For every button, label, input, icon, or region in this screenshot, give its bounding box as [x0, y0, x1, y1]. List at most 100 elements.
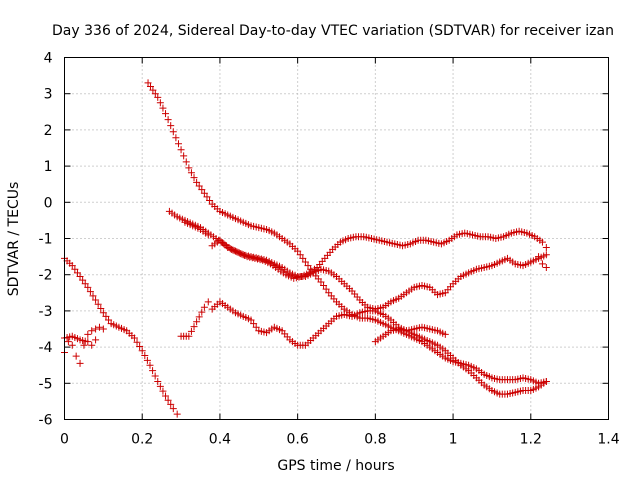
data-point: [149, 367, 157, 375]
data-point: [169, 405, 177, 413]
data-point: [81, 280, 89, 288]
data-point: [92, 336, 100, 344]
data-point: [195, 313, 203, 321]
data-point: [304, 262, 312, 270]
data-point: [92, 325, 100, 333]
data-point: [151, 372, 159, 380]
data-point: [149, 86, 157, 94]
data-point: [173, 410, 181, 418]
data-point: [538, 238, 546, 246]
data-point: [68, 341, 76, 349]
data-point: [146, 82, 154, 90]
data-point: [154, 377, 162, 385]
data-point: [164, 396, 172, 404]
data-point: [198, 186, 206, 194]
data-point: [203, 193, 211, 201]
data-point: [84, 283, 92, 291]
data-point: [71, 265, 79, 273]
x-tick-label: 0.2: [131, 432, 153, 448]
x-axis-label: GPS time / hours: [277, 458, 394, 474]
data-point: [247, 316, 255, 324]
data-point: [162, 110, 170, 118]
data-point: [97, 304, 105, 312]
data-point: [72, 352, 80, 360]
data-point: [185, 332, 193, 340]
data-point: [141, 352, 149, 360]
x-tick-label: 0.4: [209, 432, 231, 448]
y-tick-label: 2: [44, 123, 53, 139]
data-points: [61, 79, 550, 418]
data-point: [441, 330, 449, 338]
grid-lines: [64, 57, 609, 420]
data-point: [151, 90, 159, 98]
data-point: [159, 387, 167, 395]
data-point: [193, 318, 201, 326]
data-point: [172, 134, 180, 142]
x-tick-labels: 0 0.2 0.4 0.6 0.8 1 1.2 1.4: [60, 432, 620, 448]
series-track-i: [535, 253, 550, 271]
data-point: [144, 79, 152, 87]
data-point: [180, 152, 188, 160]
data-point: [156, 99, 164, 107]
chart-title: Day 336 of 2024, Sidereal Day-to-day VTE…: [52, 23, 614, 39]
data-point: [542, 263, 550, 271]
y-axis-label: SDTVAR / TECUs: [6, 182, 22, 297]
y-tick-label: -2: [39, 268, 53, 284]
data-point: [185, 164, 193, 172]
data-point: [99, 325, 107, 333]
data-point: [143, 356, 151, 364]
data-point: [154, 93, 162, 101]
data-point: [167, 400, 175, 408]
y-tick-label: -1: [39, 232, 53, 248]
data-point: [193, 178, 201, 186]
data-point: [301, 258, 309, 266]
data-point: [138, 347, 146, 355]
data-point: [162, 392, 170, 400]
data-point: [79, 276, 87, 284]
data-point: [317, 278, 325, 286]
data-point: [95, 323, 103, 331]
data-point: [198, 308, 206, 316]
data-point: [187, 327, 195, 335]
data-point: [250, 320, 258, 328]
series-track-d: [144, 79, 550, 387]
data-point: [76, 359, 84, 367]
data-point: [146, 361, 154, 369]
y-tick-label: 4: [44, 51, 53, 67]
series-track-f: [177, 298, 550, 398]
data-point: [94, 300, 102, 308]
x-tick-label: 0: [60, 432, 69, 448]
y-tick-label: 3: [44, 87, 53, 103]
data-point: [542, 244, 550, 252]
y-tick-label: -4: [39, 340, 53, 356]
data-point: [322, 285, 330, 293]
data-point: [130, 334, 138, 342]
data-point: [164, 116, 172, 124]
data-point: [84, 330, 92, 338]
data-point: [200, 189, 208, 197]
data-point: [88, 327, 96, 335]
data-point: [136, 342, 144, 350]
data-point: [182, 158, 190, 166]
data-point: [105, 316, 113, 324]
x-tick-label: 0.8: [364, 432, 386, 448]
data-point: [195, 182, 203, 190]
data-point: [206, 196, 214, 204]
data-point: [84, 338, 92, 346]
y-tick-label: -3: [39, 304, 53, 320]
data-point: [102, 312, 110, 320]
series-track-a: [61, 254, 181, 418]
data-point: [88, 341, 96, 349]
data-point: [76, 273, 84, 281]
data-point: [190, 174, 198, 182]
data-point: [204, 298, 212, 306]
data-point: [296, 251, 304, 259]
series-track-h: [371, 323, 449, 346]
data-point: [133, 338, 141, 346]
y-tick-labels: -6 -5 -4 -3 -2 -1 0 1 2 3 4: [39, 51, 53, 429]
data-point: [156, 382, 164, 390]
data-point: [89, 292, 97, 300]
data-point: [200, 303, 208, 311]
data-point: [190, 323, 198, 331]
